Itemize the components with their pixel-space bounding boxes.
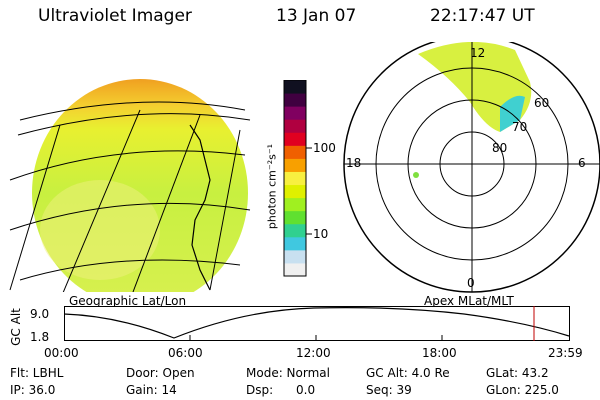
info-flt: Flt: LBHL xyxy=(10,366,64,380)
limb-highlight xyxy=(40,180,160,280)
polar-hour-0: 0 xyxy=(467,276,475,290)
polar-lat-80: 80 xyxy=(492,141,508,155)
altitude-tick-low: 1.8 xyxy=(30,330,50,344)
colorbar-band xyxy=(284,223,306,238)
colorbar-band xyxy=(284,80,306,94)
polar-map-label: Apex MLat/MLT xyxy=(424,294,514,308)
date-label: 13 Jan 07 xyxy=(276,6,357,26)
colorbar-band xyxy=(284,106,306,120)
info-ip: IP: 36.0 xyxy=(10,383,56,397)
colorbar-band xyxy=(284,158,306,172)
time-tick-0000: 00:00 xyxy=(44,346,79,360)
time-tick-1200: 12:00 xyxy=(296,346,331,360)
time-label: 22:17:47 UT xyxy=(430,6,535,26)
colorbar-band xyxy=(284,249,306,264)
info-gc-alt: GC Alt: 4.0 Re xyxy=(366,366,450,380)
altitude-plot xyxy=(64,306,570,341)
info-door: Door: Open xyxy=(126,366,195,380)
colorbar-band xyxy=(284,171,306,186)
geo-map-label: Geographic Lat/Lon xyxy=(69,294,187,308)
colorbar xyxy=(283,80,312,277)
colorbar-band xyxy=(284,197,306,212)
time-tick-0600: 06:00 xyxy=(168,346,203,360)
info-mode: Mode: Normal xyxy=(246,366,330,380)
altitude-curve xyxy=(64,307,570,339)
time-tick-1800: 18:00 xyxy=(422,346,457,360)
polar-hour-12: 12 xyxy=(470,46,486,60)
coastline xyxy=(189,124,211,291)
colorbar-band xyxy=(284,93,306,107)
geographic-image xyxy=(9,79,251,292)
colorbar-band xyxy=(284,262,306,277)
info-glon: GLon: 225.0 xyxy=(486,383,559,397)
polar-plot xyxy=(343,42,600,293)
colorbar-band xyxy=(284,210,306,225)
colorbar-label: photon cm⁻²s⁻¹ xyxy=(265,143,279,230)
spot-marker xyxy=(413,172,419,178)
polar-hour-6: 6 xyxy=(578,156,586,170)
info-dsp: Dsp: 0.0 xyxy=(246,383,316,397)
polar-lat-60: 60 xyxy=(534,96,550,110)
polar-lat-70: 70 xyxy=(512,120,528,134)
colorbar-tick-10: 10 xyxy=(313,227,329,241)
altitude-tick-high: 9.0 xyxy=(30,307,50,321)
altitude-ylabel: GC Alt xyxy=(9,308,23,346)
colorbar-band xyxy=(284,119,306,133)
info-gain: Gain: 14 xyxy=(126,383,177,397)
instrument-title: Ultraviolet Imager xyxy=(38,6,192,26)
colorbar-band xyxy=(284,184,306,199)
colorbar-band xyxy=(284,236,306,251)
colorbar-band xyxy=(284,132,306,146)
time-tick-2359: 23:59 xyxy=(548,346,583,360)
info-glat: GLat: 43.2 xyxy=(486,366,549,380)
lat-lon-grid xyxy=(9,101,251,292)
colorbar-tick-100: 100 xyxy=(313,141,336,155)
colorbar-band xyxy=(284,145,306,159)
info-seq: Seq: 39 xyxy=(366,383,412,397)
polar-hour-18: 18 xyxy=(346,156,362,170)
